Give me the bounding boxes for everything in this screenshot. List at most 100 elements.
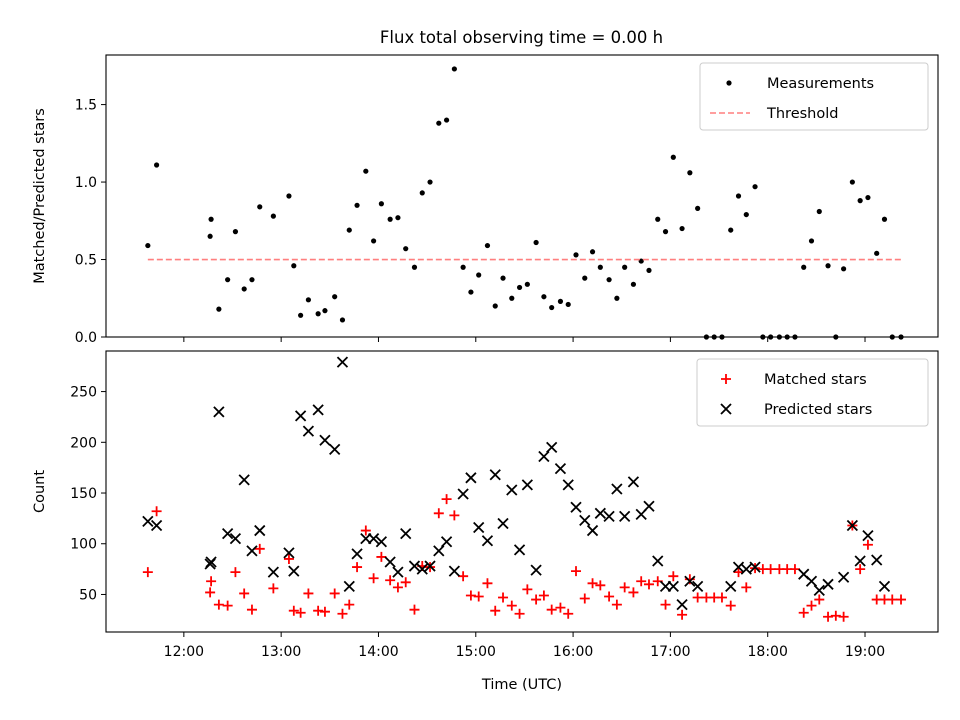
legend-label: Measurements — [767, 76, 874, 92]
matched-stars-point — [587, 578, 598, 589]
measurements-point — [606, 277, 612, 283]
predicted-stars-point — [822, 578, 834, 590]
x-tick-label: 19:00 — [845, 644, 885, 660]
matched-stars-point — [628, 587, 639, 598]
matched-stars-point — [213, 599, 224, 610]
predicted-stars-point — [506, 484, 518, 496]
measurements-point — [257, 204, 263, 210]
matched-stars-point — [268, 583, 279, 594]
legend-label: Matched stars — [764, 372, 867, 388]
predicted-stars-point — [229, 533, 242, 545]
measurements-point — [476, 272, 482, 278]
measurements-point — [565, 301, 571, 308]
predicted-stars-point — [448, 565, 461, 577]
matched-stars-point — [838, 611, 849, 622]
matched-stars-point — [789, 564, 800, 575]
measurements-point — [436, 120, 442, 126]
measurements-point — [516, 284, 523, 291]
measurements-point — [363, 168, 369, 174]
predicted-stars-point — [392, 566, 404, 578]
measurements-point — [622, 264, 628, 270]
y-tick-label: 50 — [79, 587, 97, 603]
legend-box — [699, 62, 929, 131]
measurements-point — [573, 252, 579, 258]
measurements-point — [881, 216, 888, 222]
matched-stars-point — [205, 587, 216, 598]
measurements-point — [874, 250, 880, 256]
matched-stars-point — [823, 611, 834, 622]
predicted-stars-point — [562, 479, 574, 491]
measurements-point — [679, 225, 685, 232]
predicted-stars-point — [400, 527, 412, 540]
matched-stars-point — [725, 600, 736, 611]
predicted-stars-point — [805, 575, 818, 587]
chart-title: Flux total observing time = 0.00 h — [380, 28, 663, 47]
matched-stars-point — [352, 562, 363, 573]
matched-stars-point — [571, 566, 582, 577]
predicted-stars-point — [546, 441, 558, 454]
predicted-stars-point — [222, 527, 234, 540]
matched-stars-point — [604, 591, 615, 602]
predicted-stars-point — [465, 472, 477, 484]
measurements-point — [630, 281, 637, 287]
matched-stars-point — [239, 588, 250, 599]
matched-stars-point — [506, 600, 517, 611]
matched-stars-point — [716, 592, 727, 603]
measurements-point — [305, 297, 312, 303]
matched-stars-point — [798, 607, 809, 618]
legend-box — [696, 358, 929, 427]
matched-stars-point — [611, 599, 622, 610]
legend-swatch — [721, 374, 731, 384]
predicted-stars-point — [837, 571, 850, 583]
matched-stars-point — [222, 600, 233, 611]
measurements-point — [451, 66, 457, 72]
predicted-stars-point — [440, 536, 453, 548]
matched-stars-point — [283, 553, 294, 564]
measurements-point — [208, 216, 214, 222]
matched-stars-point — [409, 604, 420, 615]
predicted-stars-point — [150, 519, 163, 532]
measurements-point — [735, 193, 742, 199]
legend: Measurements Threshold — [699, 62, 929, 131]
predicted-stars-point — [329, 443, 341, 456]
measurements-point — [403, 246, 409, 252]
measurements-point — [589, 249, 596, 255]
measurements-point — [614, 295, 620, 301]
matched-stars-point — [531, 594, 542, 605]
matched-stars-point — [643, 579, 654, 590]
y-tick-label: 0.5 — [75, 253, 97, 269]
measurements-point — [816, 208, 822, 215]
measurements-point — [857, 198, 863, 204]
measurements-point — [524, 281, 530, 287]
predicted-stars-point — [749, 561, 761, 573]
matched-stars-point — [546, 604, 557, 615]
predicted-stars-point — [205, 556, 217, 568]
predicted-stars-point — [433, 545, 445, 557]
matched-stars-point — [733, 567, 744, 578]
x-tick-label: 12:00 — [164, 644, 204, 660]
predicted-stars-point — [854, 555, 866, 567]
matched-stars-point — [151, 506, 162, 517]
predicted-stars-point — [513, 544, 526, 556]
y-tick-label: 250 — [70, 385, 97, 401]
predicted-stars-point — [813, 584, 825, 597]
measurements-point — [460, 264, 466, 270]
matched-stars-point — [490, 605, 501, 616]
predicted-stars-point — [586, 524, 599, 537]
matched-stars-point — [896, 594, 907, 605]
matched-stars-point — [741, 582, 752, 593]
predicted-stars-point — [294, 410, 307, 422]
legend-label: Predicted stars — [764, 402, 872, 418]
predicted-stars-point — [878, 580, 891, 592]
matched-stars-point — [246, 604, 257, 615]
predicted-stars-point — [267, 566, 280, 578]
panel-ratio: 0.0 0.5 1.0 1.5 Matched/Predicted stars Measu… — [32, 54, 939, 346]
matched-stars-point — [313, 605, 324, 616]
measurements-point — [298, 312, 304, 318]
predicted-stars-point — [619, 510, 631, 522]
predicted-stars-point — [408, 560, 421, 572]
measurements-point — [849, 179, 855, 185]
x-tick-label: 15:00 — [456, 644, 496, 660]
matched-stars-point — [538, 590, 549, 601]
matched-stars-point — [830, 610, 841, 621]
